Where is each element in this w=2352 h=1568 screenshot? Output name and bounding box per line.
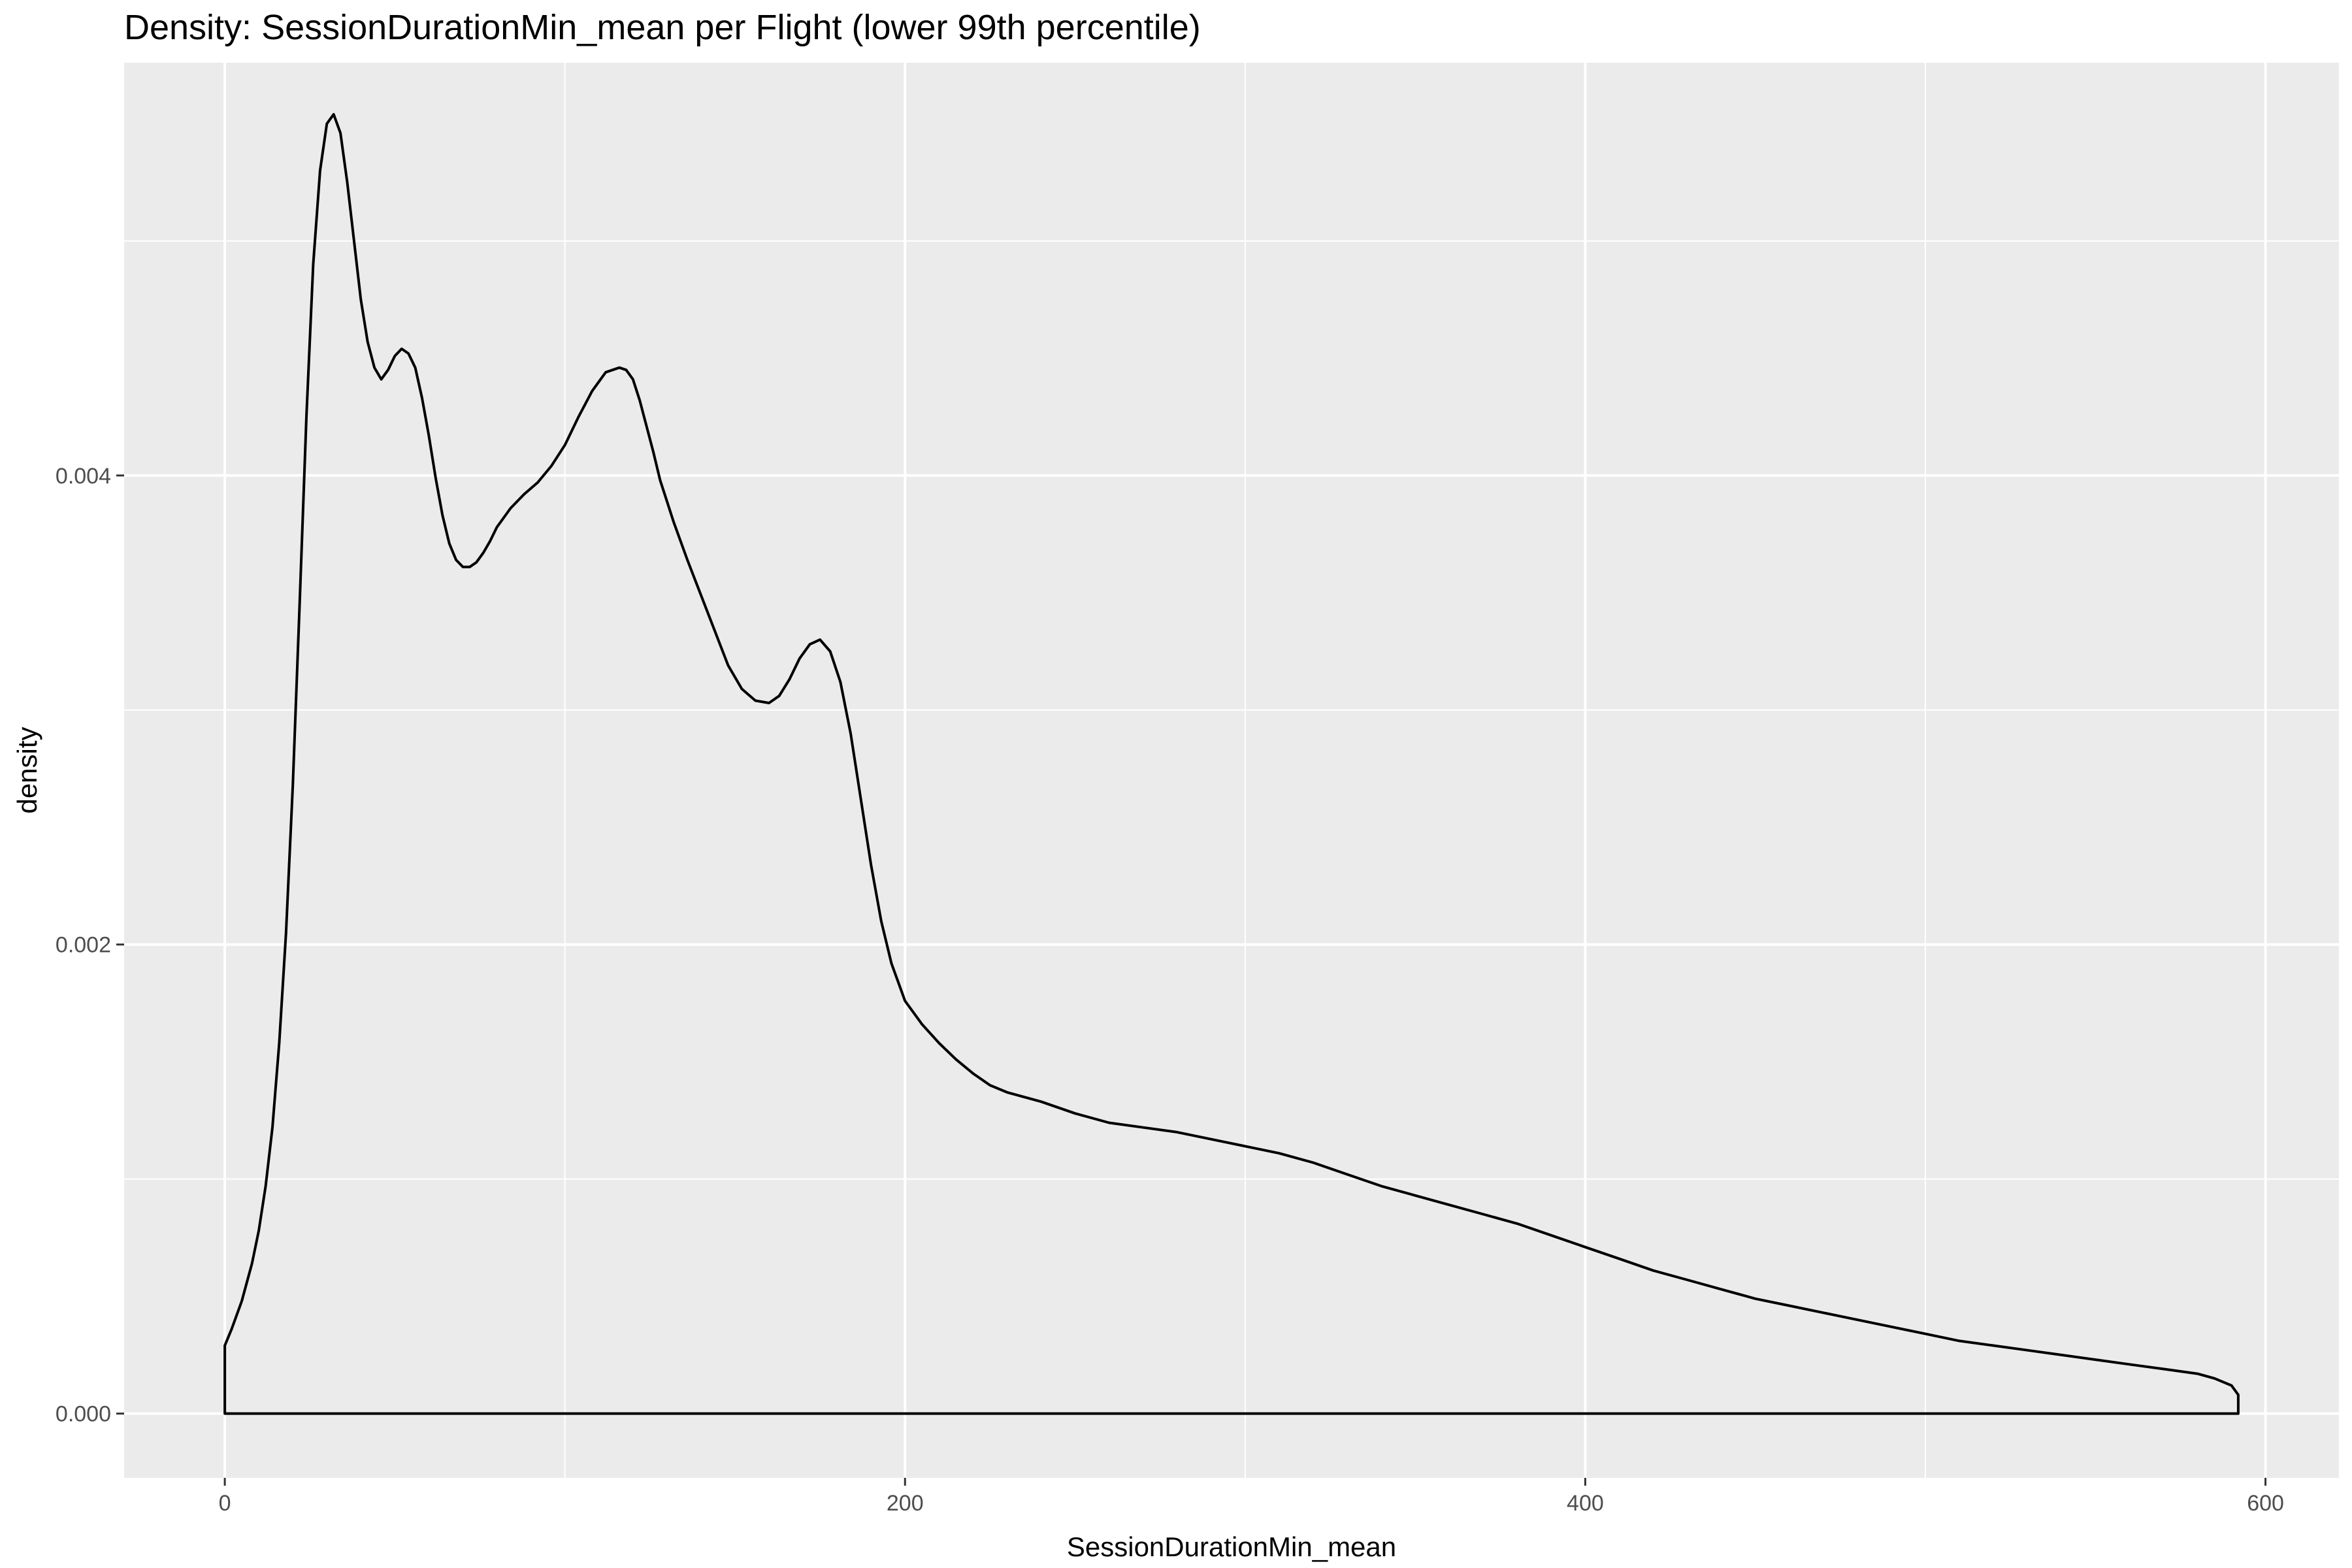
x-tick-label: 400 bbox=[1567, 1491, 1604, 1516]
density-curve bbox=[223, 113, 2240, 1415]
x-tick-label: 200 bbox=[887, 1491, 924, 1516]
y-tick-label: 0.000 bbox=[56, 1402, 111, 1427]
y-tick-label: 0.004 bbox=[56, 464, 111, 489]
x-axis-title: SessionDurationMin_mean bbox=[1067, 1531, 1396, 1562]
minor-gridlines bbox=[124, 63, 2339, 1478]
y-tick-label: 0.002 bbox=[56, 933, 111, 958]
axis-ticks bbox=[116, 474, 2267, 1486]
x-tick-label: 600 bbox=[2247, 1491, 2284, 1516]
x-tick-label: 0 bbox=[219, 1491, 231, 1516]
tick-labels: 0 200 400 600 0.000 0.002 0.004 bbox=[56, 464, 2284, 1516]
chart-title: Density: SessionDurationMin_mean per Fli… bbox=[124, 8, 1201, 47]
plot-panel bbox=[124, 63, 2339, 1478]
y-axis-title: density bbox=[12, 727, 42, 813]
